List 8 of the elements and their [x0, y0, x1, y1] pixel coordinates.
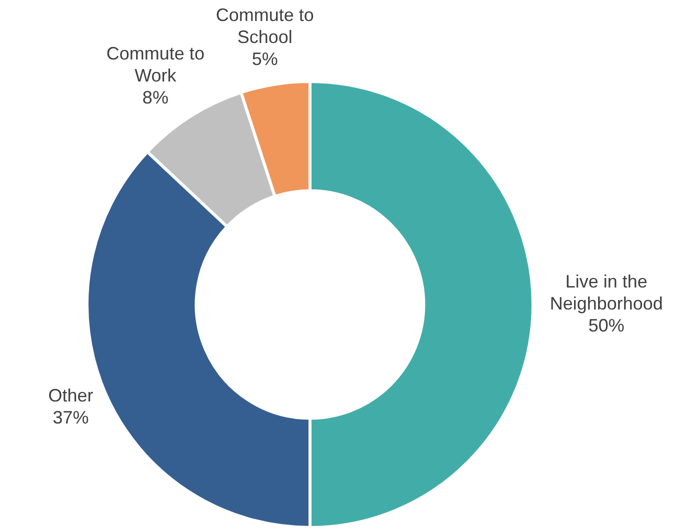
- data-label: 8%: [142, 88, 168, 108]
- slice-label: Commute to School: [216, 4, 314, 47]
- data-label: 37%: [52, 407, 89, 428]
- slice-label: Other: [48, 385, 94, 406]
- data-label: 50%: [588, 315, 624, 336]
- slice-label: Commute to Work: [106, 44, 204, 86]
- slice-label: Live in the Neighborhood: [550, 271, 663, 314]
- data-label: 5%: [252, 48, 278, 69]
